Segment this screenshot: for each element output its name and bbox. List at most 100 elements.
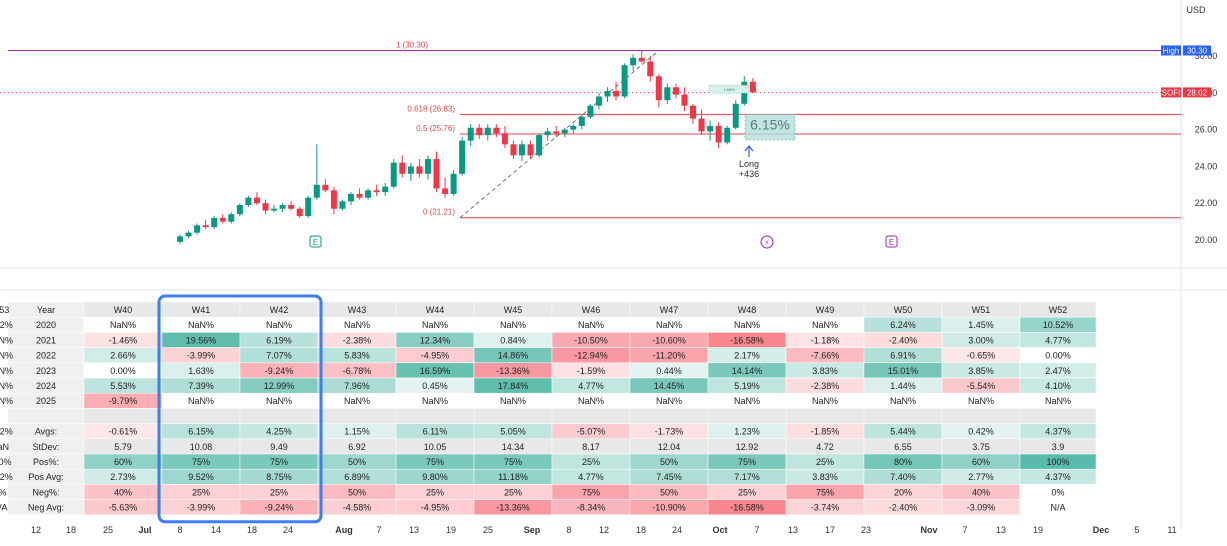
candle-body[interactable]	[664, 87, 671, 101]
candle-body[interactable]	[262, 203, 269, 211]
candle-body[interactable]	[698, 118, 705, 132]
candle-body[interactable]	[732, 103, 739, 128]
candle-body[interactable]	[382, 186, 389, 193]
table-header-label: W50	[894, 305, 913, 315]
candle-body[interactable]	[271, 208, 278, 211]
candle-body[interactable]	[578, 116, 585, 126]
candle-body[interactable]	[296, 208, 303, 217]
price-tag-label-bg	[1161, 87, 1181, 98]
table-cell: -9.24%	[265, 503, 294, 513]
table-cell: 100%	[1046, 457, 1069, 467]
candle-body[interactable]	[519, 144, 525, 156]
table-cell: 6.15%	[188, 427, 214, 437]
candle-body[interactable]	[365, 190, 372, 198]
candle-body[interactable]	[194, 225, 201, 233]
candle-body[interactable]	[305, 197, 312, 217]
candle-body[interactable]	[510, 144, 517, 156]
candle-body[interactable]	[416, 166, 423, 174]
candle-body[interactable]	[373, 190, 380, 193]
price-tick-label: 22.00	[1195, 198, 1218, 208]
candle-body[interactable]	[587, 105, 594, 117]
price-axis[interactable]: USD30.0028.0026.0024.0022.0020.00High30.…	[1161, 5, 1217, 245]
candle-body[interactable]	[638, 57, 645, 62]
table-cell-bg	[83, 408, 163, 424]
time-tick-label: 7	[376, 525, 381, 535]
candle-body[interactable]	[279, 205, 286, 209]
candle-body[interactable]	[570, 125, 577, 130]
candle-body[interactable]	[501, 133, 508, 145]
time-tick-label: 13	[788, 525, 798, 535]
candle-body[interactable]	[330, 190, 337, 209]
candle-body[interactable]	[681, 94, 688, 106]
candle-body[interactable]	[613, 90, 620, 97]
candle-body[interactable]	[390, 162, 397, 187]
table-cell: NaN%	[422, 320, 448, 330]
candle-body[interactable]	[527, 144, 534, 156]
candle-body[interactable]	[219, 217, 226, 222]
table-cell: NaN%	[734, 396, 760, 406]
table-cell: NaN	[0, 442, 9, 452]
candle-body[interactable]	[348, 194, 354, 202]
candle-body[interactable]	[536, 135, 543, 156]
table-cell: 7.40%	[890, 472, 916, 482]
earnings-marker[interactable]	[885, 235, 898, 248]
candle-body[interactable]	[484, 127, 491, 136]
candle-body[interactable]	[715, 125, 722, 143]
table-cell-bg	[629, 408, 709, 424]
table-cell: -2.40%	[889, 503, 918, 513]
candle-body[interactable]	[459, 140, 466, 174]
candle-body[interactable]	[339, 201, 346, 209]
candle-body[interactable]	[236, 205, 243, 215]
candle-body[interactable]	[707, 125, 714, 132]
candle-body[interactable]	[630, 57, 637, 66]
table-cell: 12.04	[658, 442, 681, 452]
candle-body[interactable]	[356, 194, 363, 198]
candle-body[interactable]	[185, 232, 192, 237]
time-tick-label: 8	[177, 525, 182, 535]
candle-body[interactable]	[493, 127, 500, 134]
table-header-label: W52	[1049, 305, 1068, 315]
candle-body[interactable]	[288, 205, 295, 209]
candle-body[interactable]	[228, 214, 235, 222]
table-cell: -13.36%	[496, 503, 530, 513]
time-tick-label: Sep	[524, 525, 541, 535]
percent-box[interactable]	[744, 114, 796, 141]
candle-body[interactable]	[604, 90, 611, 97]
candle-body[interactable]	[467, 127, 474, 141]
candle-body[interactable]	[245, 197, 252, 206]
table-cell: 4.77%	[578, 472, 604, 482]
candle-body[interactable]	[399, 162, 406, 174]
candle-body[interactable]	[442, 188, 449, 194]
candle-body[interactable]	[177, 236, 183, 242]
candle-body[interactable]	[476, 127, 483, 136]
table-cell: 3.00%	[968, 335, 994, 345]
candle-body[interactable]	[253, 197, 260, 204]
candle-body[interactable]	[561, 129, 568, 134]
table-cell: 2022	[36, 351, 56, 361]
candle-body[interactable]	[690, 105, 696, 119]
candle-body[interactable]	[647, 61, 654, 77]
earnings-marker[interactable]	[309, 235, 322, 248]
candle-body[interactable]	[655, 76, 662, 101]
candle-body[interactable]	[621, 65, 628, 97]
flash-marker[interactable]	[760, 235, 774, 249]
candle-body[interactable]	[313, 184, 320, 198]
trend-line[interactable]	[459, 50, 660, 219]
candle-body[interactable]	[450, 173, 457, 194]
candle-body[interactable]	[424, 159, 431, 174]
candle-body[interactable]	[749, 81, 756, 93]
time-axis[interactable]: 12 18 25 Jul 8 14 18 24 Aug 7 13 19 25 Sep 8 12 18 24 Oct 7…	[31, 525, 1177, 535]
candle-body[interactable]	[202, 225, 209, 228]
candle-body[interactable]	[595, 96, 602, 106]
candle-body[interactable]	[407, 166, 414, 174]
candle-body[interactable]	[724, 127, 731, 143]
table-cell: 0%	[0, 487, 7, 497]
candle-body[interactable]	[544, 131, 551, 136]
candle-body[interactable]	[211, 217, 218, 228]
table-cell: -4.95%	[421, 503, 450, 513]
candle-body[interactable]	[672, 87, 679, 95]
candle-body[interactable]	[433, 159, 440, 189]
candle-body[interactable]	[322, 184, 329, 191]
candle-body[interactable]	[553, 131, 560, 134]
